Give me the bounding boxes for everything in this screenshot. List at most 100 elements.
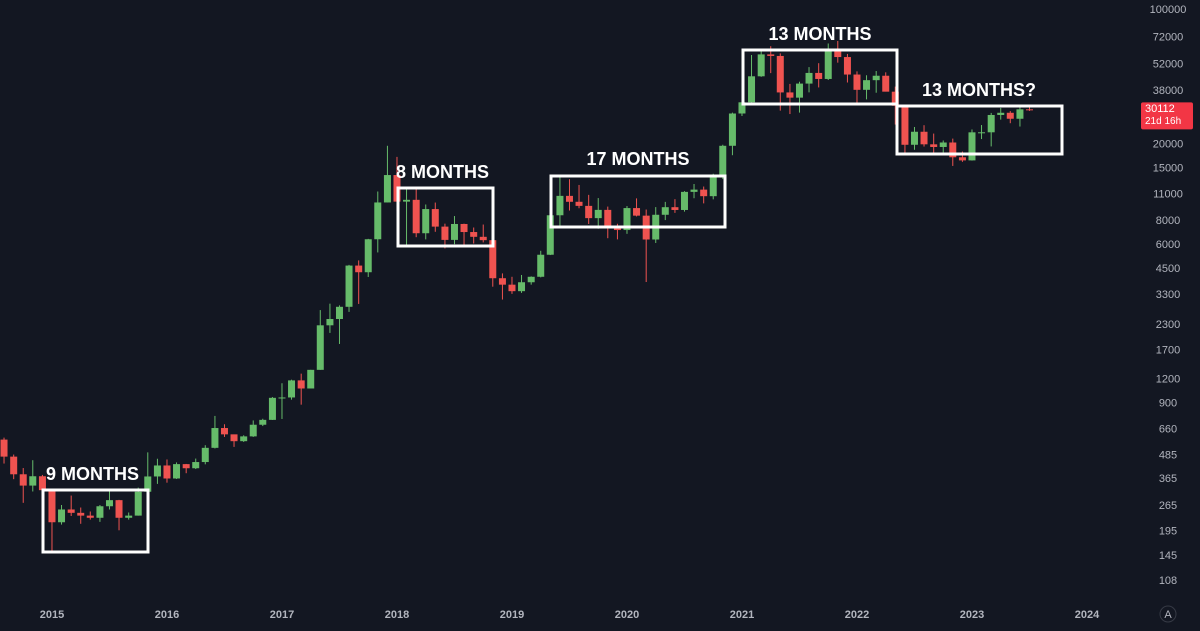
candle-body — [316, 325, 324, 370]
candle-body — [508, 284, 516, 292]
candle-body — [10, 456, 18, 475]
candle-body — [671, 207, 679, 210]
candle-body — [633, 208, 641, 216]
annotation-label: 9 MONTHS — [46, 464, 139, 484]
candle-body — [268, 397, 276, 420]
candle-body — [479, 236, 487, 241]
candle-body — [182, 464, 190, 469]
x-tick-label: 2018 — [385, 609, 409, 621]
candle-body — [997, 112, 1005, 115]
x-tick-label: 2016 — [155, 609, 179, 621]
candle-body — [163, 465, 171, 479]
x-tick-label: 2020 — [615, 609, 639, 621]
candle-body — [86, 515, 94, 518]
x-tick-label: 2022 — [845, 609, 869, 621]
candle-body — [364, 239, 372, 273]
candle-body — [585, 205, 593, 219]
candle-body — [958, 157, 966, 161]
y-tick-label: 72000 — [1153, 31, 1184, 43]
candle-body — [134, 491, 142, 516]
candle-body — [1016, 109, 1024, 119]
candle-body — [220, 428, 228, 435]
candle-body — [661, 207, 669, 215]
candle-body — [144, 476, 152, 492]
candle-body — [58, 509, 66, 523]
candle-body — [882, 75, 890, 92]
candle-body — [1006, 112, 1014, 119]
y-tick-label: 100000 — [1150, 4, 1187, 16]
candle-body — [518, 282, 526, 292]
candle-body — [824, 50, 832, 79]
candle-body — [748, 76, 756, 103]
candle-body — [38, 476, 46, 491]
candle-body — [776, 55, 784, 93]
scale-button-label[interactable]: A — [1164, 609, 1172, 621]
candle-body — [843, 57, 851, 75]
candle-body — [355, 265, 363, 273]
annotation-box — [895, 104, 1064, 156]
candle-body — [872, 75, 880, 81]
price-badge — [1141, 102, 1193, 130]
candle-body — [460, 223, 468, 233]
candle-body — [153, 465, 161, 477]
candle-body — [805, 72, 813, 84]
candle-body — [738, 102, 746, 114]
candle-body — [67, 509, 75, 513]
candle-body — [240, 436, 248, 442]
candle-body — [978, 132, 986, 134]
candle-body — [546, 215, 554, 255]
candle-body — [307, 369, 315, 389]
y-tick-label: 3300 — [1156, 289, 1180, 301]
candle-body — [403, 199, 411, 202]
y-tick-label: 11000 — [1153, 188, 1183, 200]
y-tick-label: 52000 — [1153, 59, 1184, 71]
candle-body — [422, 209, 430, 234]
annotation-label: 8 MONTHS — [396, 162, 489, 182]
candle-body — [48, 490, 56, 523]
candle-body — [623, 208, 631, 231]
candle-body — [757, 54, 765, 77]
candle-body — [498, 278, 506, 285]
candle-body — [201, 447, 209, 463]
scale-button[interactable] — [1159, 605, 1177, 623]
candle-body — [450, 223, 458, 240]
candle-body — [288, 380, 296, 398]
x-tick-label: 2019 — [500, 609, 524, 621]
candle-body — [335, 306, 343, 320]
y-tick-label: 6000 — [1156, 239, 1180, 251]
candle-body — [297, 380, 305, 389]
candle-body — [345, 265, 353, 307]
candle-body — [489, 240, 497, 279]
candle-body — [105, 500, 113, 507]
candle-body — [863, 80, 871, 90]
candle-body — [910, 131, 918, 145]
annotation-label: 13 MONTHS? — [922, 80, 1036, 100]
candle-body — [949, 142, 957, 158]
candle-body — [968, 132, 976, 161]
last-price-label: 30112 — [1145, 103, 1175, 115]
y-tick-label: 195 — [1159, 525, 1177, 537]
candle-body — [690, 189, 698, 192]
candle-body — [795, 83, 803, 98]
candle-body — [173, 464, 181, 479]
y-tick-label: 8000 — [1156, 215, 1180, 227]
countdown-label: 21d 16h — [1145, 116, 1181, 127]
annotation-box — [41, 488, 150, 554]
x-tick-label: 2015 — [40, 609, 64, 621]
candle-body — [412, 199, 420, 234]
candle-body — [556, 195, 564, 216]
y-tick-label: 145 — [1159, 550, 1177, 562]
annotation-label: 17 MONTHS — [586, 149, 689, 169]
x-tick-label: 2017 — [270, 609, 294, 621]
annotation-label: 13 MONTHS — [768, 24, 871, 44]
candle-body — [374, 202, 382, 240]
candle-body — [565, 195, 573, 202]
candle-body — [575, 201, 583, 206]
y-tick-label: 1200 — [1156, 374, 1180, 386]
candle-body — [211, 428, 219, 448]
candle-body — [537, 254, 545, 277]
x-tick-label: 2024 — [1075, 609, 1100, 621]
y-tick-label: 900 — [1159, 398, 1177, 410]
x-tick-label: 2021 — [730, 609, 754, 621]
